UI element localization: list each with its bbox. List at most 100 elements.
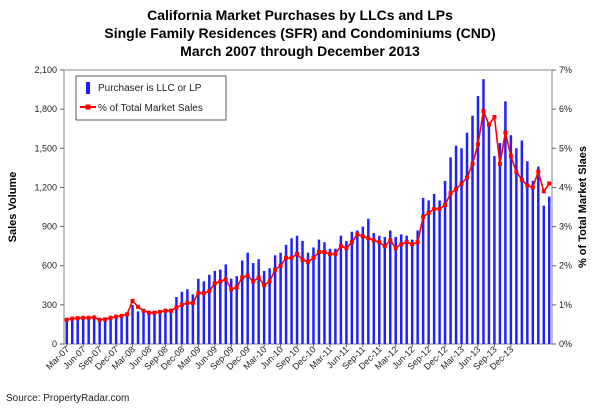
bar — [98, 319, 101, 344]
y-left-tick-label: 1,200 — [34, 182, 57, 192]
bar — [202, 281, 206, 344]
bar — [328, 248, 332, 344]
line-point — [157, 309, 162, 314]
bar — [498, 143, 502, 344]
bar — [219, 269, 222, 344]
line-point — [360, 234, 365, 239]
y-right-tick-label: 4% — [559, 182, 572, 192]
bar — [531, 180, 535, 344]
line-point — [75, 316, 80, 321]
line-point — [486, 122, 491, 127]
y-right-tick-label: 0% — [559, 339, 572, 349]
bar — [131, 304, 134, 344]
line-point — [454, 187, 459, 192]
line-point — [371, 238, 376, 243]
bar — [125, 313, 129, 344]
line-point — [432, 206, 437, 211]
bar — [454, 145, 458, 344]
line-point — [168, 308, 173, 313]
line-point — [262, 283, 267, 288]
line-point — [146, 310, 151, 315]
line-point — [152, 310, 157, 315]
line-point — [525, 183, 530, 188]
y-right-tick-label: 6% — [559, 104, 572, 114]
line-point — [141, 308, 146, 313]
bar — [142, 311, 145, 344]
line-point — [174, 305, 179, 310]
y-left-tick-label: 2,100 — [34, 65, 57, 75]
bar — [208, 274, 211, 344]
bar — [487, 122, 491, 344]
y-left-tick-label: 1,500 — [34, 143, 57, 153]
line-point — [97, 317, 102, 322]
line-point — [410, 242, 415, 247]
line-point — [399, 242, 404, 247]
bar — [378, 235, 381, 344]
line-point — [245, 273, 250, 278]
bar — [164, 308, 167, 344]
bar — [175, 297, 178, 344]
line-point — [190, 300, 195, 305]
line-point — [327, 251, 332, 256]
y-left-tick-label: 900 — [42, 222, 57, 232]
bar — [367, 218, 370, 344]
line-point — [316, 250, 321, 255]
y-left-tick-label: 300 — [42, 300, 57, 310]
bar — [87, 317, 90, 344]
bar — [268, 268, 271, 344]
bar — [109, 316, 112, 344]
line-point — [541, 189, 546, 194]
bar — [295, 235, 299, 344]
line-point — [388, 238, 393, 243]
bar — [421, 197, 425, 344]
line-point — [333, 251, 338, 256]
bar-series — [65, 79, 551, 344]
bar — [334, 248, 337, 344]
line-markers — [64, 109, 552, 322]
bar — [169, 308, 173, 344]
bar — [383, 237, 386, 344]
y-right-axis-label: % of Total Market Slaes — [577, 146, 589, 268]
bar — [153, 312, 156, 344]
bar — [394, 237, 397, 344]
bar — [92, 315, 96, 344]
line-point — [465, 175, 470, 180]
line-point — [130, 298, 135, 303]
bar — [191, 294, 195, 344]
title-line-3: March 2007 through December 2013 — [180, 43, 420, 59]
line-point — [366, 236, 371, 241]
line-point — [81, 315, 86, 320]
line-point — [547, 181, 552, 186]
line-point — [300, 257, 305, 262]
bar — [476, 96, 480, 344]
line-point — [196, 291, 201, 296]
line-point — [64, 317, 69, 322]
bar — [504, 101, 507, 344]
legend-bar-swatch — [86, 82, 90, 94]
line-point — [278, 263, 283, 268]
bar — [76, 316, 79, 344]
line-point — [223, 277, 228, 282]
y-right-tick-label: 2% — [559, 261, 572, 271]
y-left-axis-label: Sales Volume — [7, 172, 19, 243]
line-point — [201, 291, 206, 296]
line-point — [267, 279, 272, 284]
bar — [186, 289, 189, 344]
bar — [114, 317, 118, 344]
line-point — [459, 181, 464, 186]
bar — [350, 231, 354, 344]
line-point — [179, 302, 184, 307]
line-point — [256, 275, 261, 280]
bar — [317, 239, 321, 344]
bar — [339, 235, 343, 344]
line-point — [234, 285, 239, 290]
bar — [471, 115, 474, 344]
y-right-tick-label: 7% — [559, 65, 572, 75]
bar — [240, 260, 244, 344]
line-point — [114, 314, 119, 319]
bar — [213, 270, 217, 344]
line-point — [377, 240, 382, 245]
line-point — [218, 279, 223, 284]
bar — [482, 79, 485, 344]
